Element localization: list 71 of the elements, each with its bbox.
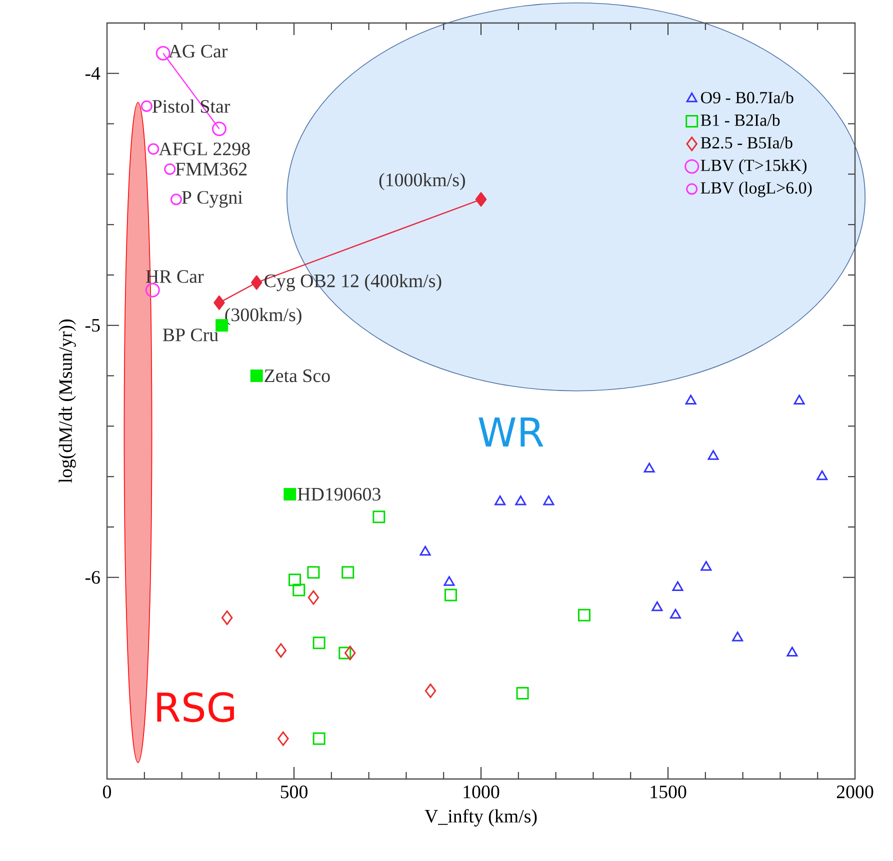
x-tick-label: 1000 [464, 786, 500, 798]
point [700, 561, 712, 571]
point [515, 496, 526, 506]
point [516, 687, 529, 700]
point [221, 610, 233, 625]
y-tick-label: -6 [85, 571, 100, 584]
point [420, 546, 431, 556]
point [494, 496, 506, 506]
legend-label: LBV (T>15kK) [700, 159, 806, 175]
point [424, 684, 436, 698]
point [214, 295, 225, 310]
y-tick-label: -4 [85, 67, 100, 80]
legend-label: B1 - B2Ia/b [700, 114, 780, 126]
point [307, 566, 320, 579]
point [140, 100, 152, 112]
point [816, 470, 828, 480]
point [312, 732, 326, 745]
point [444, 588, 457, 602]
annotation: Zeta Sco [264, 369, 330, 382]
point [278, 731, 289, 746]
x-tick-label: 500 [280, 786, 308, 798]
annotation: WR [478, 417, 544, 447]
annotation: (300km/s) [225, 308, 302, 326]
point [672, 581, 684, 591]
legend-label: LBV (logL>6.0) [700, 182, 812, 198]
x-tick-label: 1500 [650, 786, 686, 798]
point [292, 584, 306, 596]
point [670, 608, 682, 619]
legend-label: B2.5 - B5Ia/b [700, 136, 792, 149]
y-axis-title: log(dM/dt (Msun/yr)) [58, 320, 76, 483]
annotation: FMM362 [176, 162, 247, 176]
point [342, 566, 354, 579]
annotation: BP Cru [162, 328, 218, 342]
annotation: AG Car [168, 44, 228, 58]
point [444, 576, 455, 586]
point [543, 496, 554, 506]
point [708, 450, 719, 460]
point [284, 488, 296, 500]
annotation: AFGL 2298 [158, 142, 250, 156]
point [652, 601, 663, 612]
annotation: HD190603 [298, 488, 380, 501]
point [786, 646, 798, 656]
point [308, 590, 320, 605]
legend-label: O9 - B0.7Ia/b [701, 91, 794, 104]
point [644, 462, 655, 473]
annotation: P Cygni [182, 191, 243, 208]
point [732, 632, 744, 642]
annotation: RSG [157, 692, 234, 722]
x-axis-title: V_infty (km/s) [424, 809, 537, 826]
point [145, 282, 160, 298]
point [156, 46, 170, 60]
point [344, 646, 356, 660]
point [212, 122, 226, 136]
point [170, 194, 182, 206]
x-tick-label: 0 [102, 786, 112, 798]
point [685, 394, 696, 404]
point [250, 275, 262, 290]
point [794, 394, 805, 404]
point [372, 510, 386, 524]
point [275, 643, 287, 658]
y-tick-label: -5 [85, 319, 100, 332]
point [288, 574, 302, 586]
x-tick-label: 2000 [836, 786, 874, 798]
point [250, 370, 263, 382]
point [164, 163, 176, 175]
annotation: (1000km/s) [379, 173, 465, 190]
point [338, 646, 352, 660]
point [312, 636, 326, 650]
point [578, 608, 590, 622]
point [475, 192, 487, 207]
point [148, 143, 160, 155]
